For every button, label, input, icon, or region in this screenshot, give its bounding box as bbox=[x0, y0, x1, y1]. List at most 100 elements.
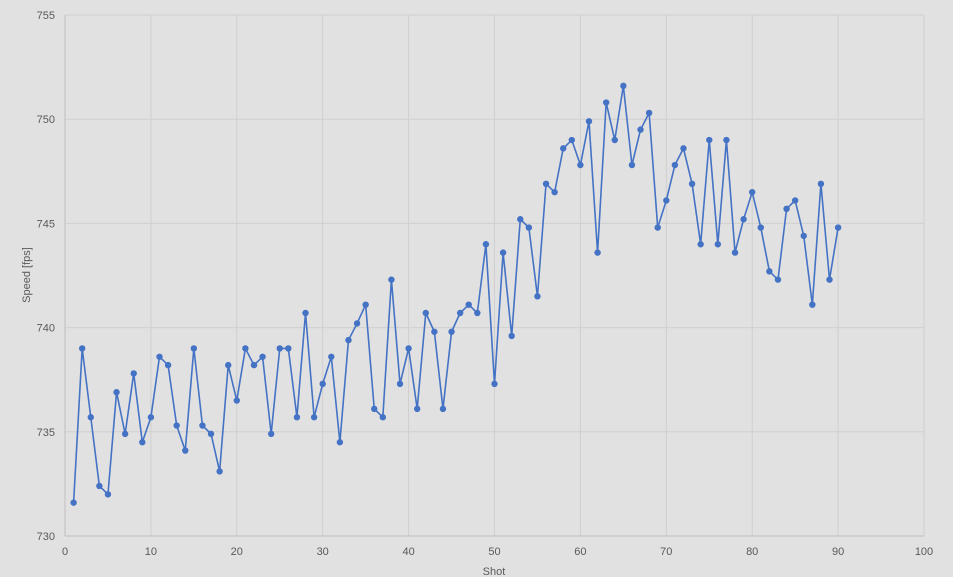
axes bbox=[64, 15, 924, 537]
data-point bbox=[791, 197, 799, 204]
data-point bbox=[577, 161, 584, 169]
data-point bbox=[173, 422, 180, 429]
vertical-gridlines bbox=[150, 15, 925, 536]
y-tick-labels: 730 735 740 745 750 755 bbox=[37, 10, 55, 543]
data-point bbox=[156, 353, 163, 360]
data-point bbox=[749, 188, 756, 196]
data-point bbox=[310, 414, 318, 421]
data-point bbox=[800, 232, 807, 240]
data-point bbox=[439, 405, 447, 413]
data-point bbox=[371, 405, 378, 413]
x-axis-title: Shot bbox=[483, 566, 506, 577]
series-line bbox=[72, 85, 839, 503]
x-tick-label: 90 bbox=[832, 546, 844, 558]
data-point bbox=[474, 309, 481, 317]
data-point bbox=[199, 422, 206, 429]
data-point bbox=[225, 361, 232, 369]
data-point bbox=[164, 361, 172, 369]
data-point bbox=[96, 482, 103, 490]
x-tick-label: 10 bbox=[145, 546, 157, 558]
data-point bbox=[233, 397, 240, 404]
data-point bbox=[182, 447, 189, 454]
y-axis-title: Speed [fps] bbox=[21, 247, 33, 303]
data-point bbox=[448, 328, 455, 335]
x-tick-label: 0 bbox=[62, 546, 68, 558]
data-point bbox=[542, 180, 550, 188]
data-point bbox=[285, 345, 292, 352]
data-point bbox=[362, 301, 369, 308]
data-point bbox=[611, 136, 618, 144]
data-point bbox=[319, 380, 326, 388]
data-point bbox=[190, 345, 198, 352]
data-point bbox=[817, 180, 825, 188]
data-point bbox=[276, 345, 283, 352]
data-point bbox=[594, 249, 601, 256]
data-point bbox=[568, 136, 576, 144]
data-point bbox=[740, 216, 747, 223]
data-point bbox=[104, 491, 112, 498]
data-point bbox=[723, 136, 730, 144]
x-tick-label: 20 bbox=[231, 546, 243, 558]
data-point bbox=[328, 353, 335, 360]
data-point bbox=[826, 276, 833, 283]
data-point bbox=[336, 439, 344, 446]
data-point bbox=[259, 353, 266, 360]
data-point bbox=[628, 161, 636, 169]
x-tick-label: 40 bbox=[402, 546, 414, 558]
data-point bbox=[517, 216, 524, 223]
data-point bbox=[663, 197, 670, 204]
data-point bbox=[774, 276, 782, 283]
data-point bbox=[396, 380, 404, 388]
data-point bbox=[113, 389, 120, 396]
data-point bbox=[302, 309, 309, 317]
data-point bbox=[130, 370, 137, 377]
data-point bbox=[147, 414, 155, 421]
data-point bbox=[431, 328, 438, 335]
data-point bbox=[242, 345, 249, 352]
data-point bbox=[465, 301, 472, 308]
data-point bbox=[620, 82, 627, 90]
data-point bbox=[560, 145, 567, 152]
data-point bbox=[637, 126, 644, 133]
data-point bbox=[405, 345, 412, 352]
data-point bbox=[379, 414, 387, 421]
x-tick-labels: 0 10 20 30 40 50 60 70 80 90 100 bbox=[62, 546, 933, 558]
data-point bbox=[293, 414, 301, 421]
data-point bbox=[87, 414, 94, 421]
y-tick-label: 730 bbox=[37, 531, 55, 543]
data-point bbox=[585, 118, 593, 125]
data-point bbox=[602, 99, 610, 106]
x-tick-label: 50 bbox=[488, 546, 500, 558]
data-point bbox=[714, 241, 722, 248]
data-point bbox=[499, 249, 507, 256]
data-point bbox=[834, 224, 842, 231]
data-point bbox=[353, 320, 361, 327]
data-point bbox=[216, 468, 223, 475]
data-point bbox=[551, 188, 558, 196]
y-tick-label: 750 bbox=[37, 114, 55, 126]
x-tick-label: 100 bbox=[915, 546, 933, 558]
data-point bbox=[508, 332, 515, 340]
data-point bbox=[671, 161, 679, 169]
data-point bbox=[645, 109, 653, 117]
data-point bbox=[207, 430, 215, 438]
data-point bbox=[139, 439, 146, 446]
x-tick-label: 80 bbox=[746, 546, 758, 558]
y-tick-label: 735 bbox=[37, 427, 55, 439]
series bbox=[70, 82, 842, 506]
data-point bbox=[345, 336, 352, 344]
data-point bbox=[250, 361, 258, 369]
data-point bbox=[491, 380, 498, 388]
data-point bbox=[766, 268, 773, 275]
y-tick-label: 745 bbox=[37, 218, 55, 230]
data-point bbox=[267, 430, 275, 438]
data-point bbox=[680, 145, 687, 152]
data-point bbox=[654, 224, 661, 231]
x-tick-label: 60 bbox=[574, 546, 586, 558]
data-point bbox=[121, 430, 129, 438]
data-point bbox=[78, 345, 86, 352]
data-point bbox=[688, 180, 696, 188]
data-point bbox=[706, 136, 713, 144]
